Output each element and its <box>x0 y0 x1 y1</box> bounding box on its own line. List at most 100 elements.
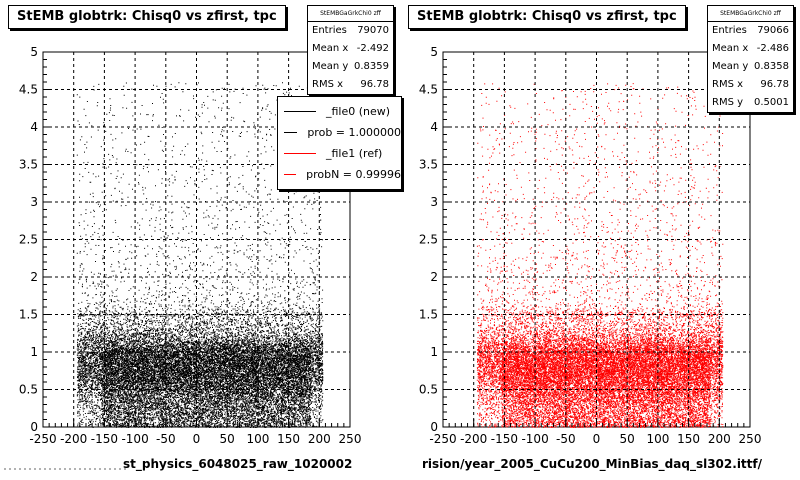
stats-value: 96.78 <box>760 79 789 90</box>
axis-ticks <box>42 51 351 428</box>
x-tick-label: 200 <box>308 432 331 446</box>
y-tick-label: 0.5 <box>419 383 438 397</box>
left-legend: _file0 (new) prob = 1.000000 _file1 (ref) p… <box>277 96 402 190</box>
legend-item: prob = 1.000000 <box>278 122 401 143</box>
x-tick-label: 100 <box>246 432 269 446</box>
axis-ticks <box>442 51 751 428</box>
grid-lines <box>443 52 750 427</box>
stats-value: 0.8358 <box>754 61 789 72</box>
x-tick-label: -50 <box>556 432 576 446</box>
right-stats-box: StEMBGaGrkChi0 zff Entries 79066 Mean x -2.… <box>707 5 794 113</box>
y-tick-label: 5 <box>430 45 438 59</box>
y-tick-label: 3 <box>30 195 38 209</box>
stats-label: Entries <box>312 25 347 36</box>
stats-row: Mean x -2.486 <box>708 40 793 58</box>
x-tick-label: 100 <box>646 432 669 446</box>
legend-line-swatch <box>284 111 316 112</box>
y-tick-label: 3.5 <box>419 158 438 172</box>
x-tick-label: 50 <box>620 432 635 446</box>
stats-value: -2.492 <box>356 43 389 54</box>
y-tick-label: 4 <box>430 120 438 134</box>
right-stats-header: StEMBGaGrkChi0 zff <box>708 6 793 22</box>
stats-label: Mean x <box>712 43 749 54</box>
legend-line-swatch <box>284 153 316 154</box>
x-tick-label: 50 <box>220 432 235 446</box>
y-tick-label: 3 <box>430 195 438 209</box>
left-stats-header: StEMBGaGrkChi0 zff <box>308 6 393 22</box>
y-tick-label: 0.5 <box>19 383 38 397</box>
stats-value: 96.78 <box>360 79 389 90</box>
y-tick-label: 3.5 <box>19 158 38 172</box>
stats-value: 79070 <box>357 25 389 36</box>
x-tick-label: -100 <box>521 432 548 446</box>
scatter-point-cloud <box>476 83 724 428</box>
x-tick-label: 250 <box>339 432 362 446</box>
x-tick-label: -250 <box>429 432 456 446</box>
stats-row: Entries 79070 <box>308 22 393 40</box>
y-tick-label: 1 <box>30 345 38 359</box>
stats-value: 79066 <box>757 25 789 36</box>
left-x-axis-label: st_physics_6048025_raw_1020002 <box>123 457 353 471</box>
stats-row: Mean y 0.8358 <box>708 58 793 76</box>
stats-label: RMS y <box>712 97 744 108</box>
y-tick-label: 4 <box>30 120 38 134</box>
legend-label: probN = 0.99996 <box>306 168 401 181</box>
left-panel: -250 -200 -150 -100 -50 0 50 100 150 200 250 0 0.5 1 1… <box>8 5 402 471</box>
x-tick-label: -150 <box>91 432 118 446</box>
y-tick-label: 2.5 <box>419 233 438 247</box>
scatter-points <box>476 83 724 428</box>
y-tick-label: 2 <box>30 270 38 284</box>
right-panel: -250 -200 -150 -100 -50 0 50 100 150 200 250 0 0.5 1 1… <box>400 0 800 480</box>
y-tick-label: 0 <box>30 420 38 434</box>
x-tick-label: 0 <box>593 432 601 446</box>
clipped-label-fragment <box>4 468 128 470</box>
legend-item: _file1 (ref) <box>278 143 401 164</box>
stats-label: Mean y <box>312 61 349 72</box>
stats-label: Mean y <box>712 61 749 72</box>
stats-row: Mean x -2.492 <box>308 40 393 58</box>
x-tick-label: -50 <box>156 432 176 446</box>
x-tick-label: 0 <box>193 432 201 446</box>
legend-label: prob = 1.000000 <box>307 126 401 139</box>
right-chart-title: StEMB globtrk: Chisq0 vs zfirst, tpc <box>408 5 686 29</box>
x-tick-label: 200 <box>708 432 731 446</box>
y-tick-label: 2.5 <box>19 233 38 247</box>
y-tick-label: 0 <box>430 420 438 434</box>
x-tick-label: -200 <box>60 432 87 446</box>
stats-label: RMS x <box>312 79 344 90</box>
stats-label: Entries <box>712 25 747 36</box>
legend-item: _file0 (new) <box>278 101 401 122</box>
x-tick-label: 250 <box>739 432 762 446</box>
stats-row: Entries 79066 <box>708 22 793 40</box>
x-tick-label: 150 <box>677 432 700 446</box>
stats-row: RMS y 0.5001 <box>708 94 793 112</box>
legend-label: _file1 (ref) <box>326 147 383 160</box>
stats-value: -2.486 <box>756 43 789 54</box>
y-tick-label: 1 <box>430 345 438 359</box>
legend-label: _file0 (new) <box>326 105 391 118</box>
x-tick-label: -250 <box>29 432 56 446</box>
stats-value: 0.5001 <box>754 97 789 108</box>
y-tick-label: 1.5 <box>419 308 438 322</box>
x-tick-label: -150 <box>491 432 518 446</box>
y-tick-label: 4.5 <box>419 83 438 97</box>
legend-line-swatch <box>284 174 297 175</box>
right-x-axis-label: rision/year_2005_CuCu200_MinBias_daq_sl3… <box>422 457 763 471</box>
stats-label: Mean x <box>312 43 349 54</box>
stats-value: 0.8359 <box>354 61 389 72</box>
stats-label: RMS x <box>712 79 744 90</box>
left-stats-box: StEMBGaGrkChi0 zff Entries 79070 Mean x -2.… <box>307 5 394 95</box>
x-tick-label: -200 <box>460 432 487 446</box>
x-tick-label: 150 <box>277 432 300 446</box>
stats-row: RMS x 96.78 <box>708 76 793 94</box>
x-tick-label: -100 <box>121 432 148 446</box>
legend-line-swatch <box>284 132 298 133</box>
legend-item: probN = 0.99996 <box>278 164 401 185</box>
left-chart-title: StEMB globtrk: Chisq0 vs zfirst, tpc <box>8 5 286 29</box>
stats-row: Mean y 0.8359 <box>308 58 393 76</box>
scatter-core-cloud <box>501 337 712 428</box>
stats-row: RMS x 96.78 <box>308 76 393 94</box>
right-scatter-plot: -250 -200 -150 -100 -50 0 50 100 150 200 250 0 0.5 1 1… <box>419 45 762 446</box>
y-tick-label: 1.5 <box>19 308 38 322</box>
y-tick-label: 5 <box>30 45 38 59</box>
